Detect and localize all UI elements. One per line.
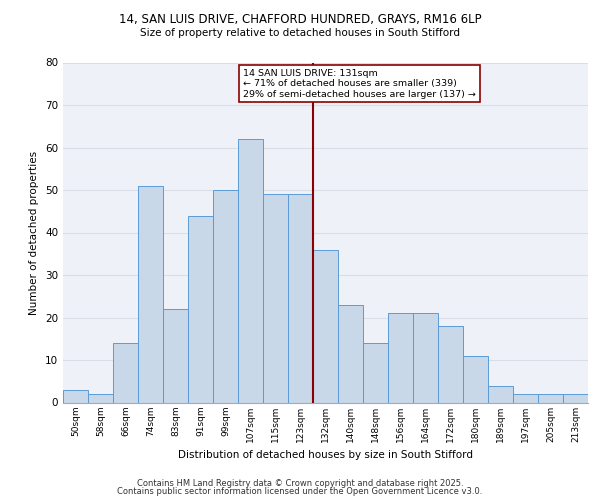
Text: Size of property relative to detached houses in South Stifford: Size of property relative to detached ho…	[140, 28, 460, 38]
Bar	[338, 304, 363, 402]
Text: Contains public sector information licensed under the Open Government Licence v3: Contains public sector information licen…	[118, 487, 482, 496]
Bar	[63, 390, 88, 402]
Bar	[263, 194, 288, 402]
Y-axis label: Number of detached properties: Number of detached properties	[29, 150, 40, 314]
Bar	[388, 313, 413, 402]
Bar	[288, 194, 313, 402]
Bar	[113, 343, 138, 402]
Bar	[563, 394, 588, 402]
Bar	[488, 386, 513, 402]
Bar	[88, 394, 113, 402]
Text: 14, SAN LUIS DRIVE, CHAFFORD HUNDRED, GRAYS, RM16 6LP: 14, SAN LUIS DRIVE, CHAFFORD HUNDRED, GR…	[119, 12, 481, 26]
Text: Contains HM Land Registry data © Crown copyright and database right 2025.: Contains HM Land Registry data © Crown c…	[137, 478, 463, 488]
Text: 14 SAN LUIS DRIVE: 131sqm
← 71% of detached houses are smaller (339)
29% of semi: 14 SAN LUIS DRIVE: 131sqm ← 71% of detac…	[243, 69, 476, 98]
Bar	[413, 313, 438, 402]
Bar	[188, 216, 213, 402]
Bar	[438, 326, 463, 402]
Bar	[313, 250, 338, 402]
Bar	[513, 394, 538, 402]
Bar	[138, 186, 163, 402]
Bar	[163, 309, 188, 402]
Bar	[238, 139, 263, 402]
Bar	[363, 343, 388, 402]
Bar	[463, 356, 488, 403]
X-axis label: Distribution of detached houses by size in South Stifford: Distribution of detached houses by size …	[178, 450, 473, 460]
Bar	[538, 394, 563, 402]
Bar	[213, 190, 238, 402]
